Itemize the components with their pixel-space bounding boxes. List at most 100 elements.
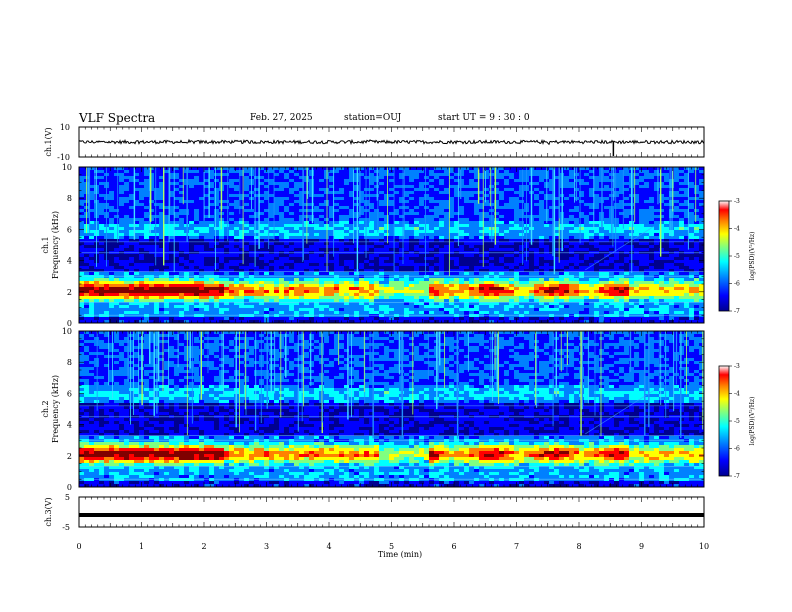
spectrogram-cell bbox=[464, 203, 469, 206]
spectrogram-cell bbox=[164, 221, 169, 224]
spectrogram-cell bbox=[129, 317, 134, 320]
spectrogram-cell bbox=[334, 203, 339, 206]
spectrogram-cell bbox=[199, 233, 204, 236]
spectrogram-cell bbox=[174, 188, 179, 191]
spectrogram-cell bbox=[434, 266, 439, 269]
spectrogram-cell bbox=[529, 257, 534, 260]
spectrogram-cell bbox=[534, 278, 539, 281]
spectrogram-cell bbox=[399, 299, 404, 302]
spectrogram-cell bbox=[484, 221, 489, 224]
spectrogram-cell bbox=[484, 200, 489, 203]
spectrogram-cell bbox=[384, 308, 389, 311]
spectrogram-cell bbox=[504, 173, 509, 176]
spectrogram-cell bbox=[184, 242, 189, 245]
spectrogram-cell bbox=[399, 311, 404, 314]
spectrogram-cell bbox=[389, 272, 394, 275]
spectrogram-cell bbox=[169, 236, 174, 239]
spectrogram-cell bbox=[319, 188, 324, 191]
spectrogram-cell bbox=[474, 212, 479, 215]
spectrogram-cell bbox=[204, 200, 209, 203]
spectrogram-cell bbox=[199, 308, 204, 311]
spectrogram-cell bbox=[504, 209, 509, 212]
spectrogram-cell bbox=[154, 206, 159, 209]
spectrogram-cell bbox=[454, 218, 459, 221]
spectrogram-cell bbox=[219, 254, 224, 257]
spectrogram-cell bbox=[314, 287, 319, 290]
spectrogram-cell bbox=[374, 290, 379, 293]
spectrogram-cell bbox=[114, 206, 119, 209]
spectrogram-cell bbox=[149, 167, 154, 170]
spectrogram-cell bbox=[179, 260, 184, 263]
spectrogram-cell bbox=[459, 224, 464, 227]
spectrogram-cell bbox=[509, 284, 514, 287]
spectrogram-cell bbox=[464, 188, 469, 191]
spectrogram-cell bbox=[504, 218, 509, 221]
spectrogram-cell bbox=[249, 239, 254, 242]
spectrogram-cell bbox=[494, 302, 499, 305]
spectrogram-cell bbox=[279, 299, 284, 302]
spectrogram-cell bbox=[349, 188, 354, 191]
spectrogram-cell bbox=[119, 242, 124, 245]
spectrogram-cell bbox=[89, 257, 94, 260]
spectrogram-cell bbox=[294, 233, 299, 236]
spectrogram-cell bbox=[454, 215, 459, 218]
spectrogram-cell bbox=[334, 320, 339, 323]
spectrogram-cell bbox=[234, 308, 239, 311]
spectrogram-cell bbox=[504, 317, 509, 320]
spectrogram-cell bbox=[244, 317, 249, 320]
spectrogram-cell bbox=[179, 263, 184, 266]
spectrogram-cell bbox=[209, 173, 214, 176]
spectrogram-cell bbox=[494, 299, 499, 302]
spectrogram-cell bbox=[284, 248, 289, 251]
spectrogram-cell bbox=[129, 242, 134, 245]
spectrogram-cell bbox=[244, 248, 249, 251]
spectrogram-cell bbox=[279, 209, 284, 212]
spectrogram-cell bbox=[439, 269, 444, 272]
spectrogram-cell bbox=[309, 284, 314, 287]
spectrogram-cell bbox=[384, 194, 389, 197]
spectrogram-cell bbox=[109, 227, 114, 230]
spectrogram-cell bbox=[419, 284, 424, 287]
spectrogram-cell bbox=[134, 302, 139, 305]
spectrogram-cell bbox=[344, 302, 349, 305]
spectrogram-cell bbox=[394, 263, 399, 266]
spectrogram-cell bbox=[109, 278, 114, 281]
spectrogram-cell bbox=[154, 167, 159, 170]
spectrogram-cell bbox=[114, 257, 119, 260]
spectrogram-cell bbox=[534, 188, 539, 191]
spectrogram-cell bbox=[474, 206, 479, 209]
spectrogram-cell bbox=[469, 287, 474, 290]
spectrogram-cell bbox=[179, 311, 184, 314]
spectrogram-cell bbox=[224, 218, 229, 221]
spectrogram-cell bbox=[114, 230, 119, 233]
spectrogram-cell bbox=[309, 278, 314, 281]
spectrogram-cell bbox=[139, 287, 144, 290]
spectrogram-cell bbox=[129, 194, 134, 197]
spectrogram-cell bbox=[289, 266, 294, 269]
spectrogram-cell bbox=[114, 269, 119, 272]
spectrogram-cell bbox=[324, 308, 329, 311]
spectrogram-cell bbox=[244, 194, 249, 197]
spectrogram-cell bbox=[99, 230, 104, 233]
spectrogram-cell bbox=[129, 185, 134, 188]
spectrogram-cell bbox=[109, 167, 114, 170]
spectrogram-cell bbox=[254, 212, 259, 215]
spectrogram-cell bbox=[244, 200, 249, 203]
spectrogram-cell bbox=[354, 197, 359, 200]
spectrogram-cell bbox=[119, 293, 124, 296]
spectrogram-cell bbox=[114, 296, 119, 299]
spectrogram-cell bbox=[329, 290, 334, 293]
spectrogram-cell bbox=[534, 281, 539, 284]
spectrogram-cell bbox=[254, 191, 259, 194]
spectrogram-cell bbox=[144, 269, 149, 272]
spectrogram-cell bbox=[369, 230, 374, 233]
spectrogram-cell bbox=[204, 248, 209, 251]
spectrogram-cell bbox=[464, 212, 469, 215]
spectrogram-cell bbox=[214, 242, 219, 245]
spectrogram-cell bbox=[384, 230, 389, 233]
spectrogram-cell bbox=[229, 188, 234, 191]
spectrogram-cell bbox=[204, 224, 209, 227]
spectrogram-cell bbox=[179, 212, 184, 215]
spectrogram-cell bbox=[439, 299, 444, 302]
spectrogram-cell bbox=[509, 188, 514, 191]
